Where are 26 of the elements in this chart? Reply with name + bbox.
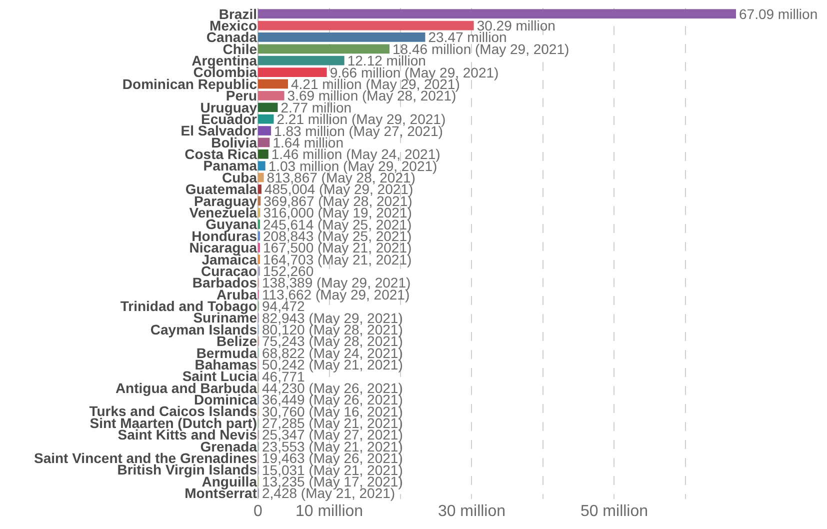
bar (258, 126, 272, 136)
bar (258, 9, 736, 19)
y-tick-label: Guatemala (185, 181, 258, 198)
bar (258, 56, 344, 66)
y-tick-label: Grenada (200, 438, 258, 454)
bar (258, 184, 262, 194)
bar (258, 138, 270, 148)
y-tick-label: Brazil (218, 6, 257, 22)
x-tick-label: 30 million (438, 503, 506, 520)
x-tick-label: 10 million (295, 503, 364, 520)
bar (258, 44, 390, 54)
bar (258, 102, 278, 112)
bar (258, 172, 264, 182)
bar (258, 79, 288, 89)
bar (258, 68, 327, 77)
bar (258, 114, 274, 124)
bar (258, 20, 474, 30)
bar (258, 161, 266, 170)
bar (258, 149, 268, 159)
x-tick-label: 0 (254, 503, 263, 520)
bar (258, 91, 284, 100)
bar (258, 196, 261, 206)
x-tick-label: 50 million (580, 503, 648, 520)
data-label: 67.09 million (739, 6, 818, 22)
bar (258, 32, 426, 42)
data-label: 2.77 million (280, 99, 352, 116)
